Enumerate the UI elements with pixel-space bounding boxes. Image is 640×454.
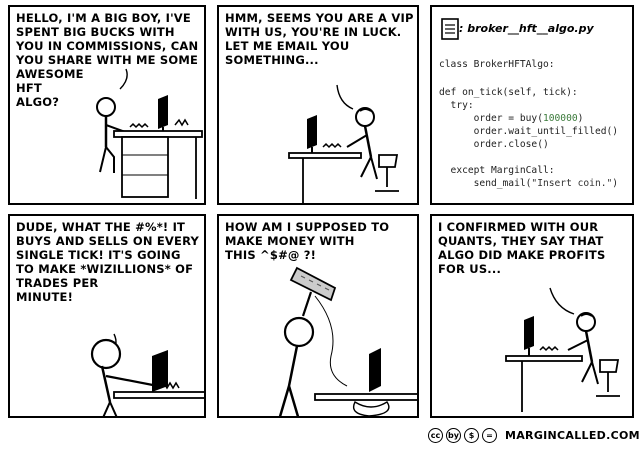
speech-caption: HELLO, I'M A BIG BOY, I'VE SPENT BIG BUC… <box>16 11 199 109</box>
broker-at-desk-illustration <box>505 287 620 412</box>
panel-2: HMM, SEEMS YOU ARE A VIP WITH US, YOU'RE… <box>217 5 419 205</box>
code-line: except MarginCall: <box>439 165 555 176</box>
client-smashing-keyboard-illustration <box>278 266 417 416</box>
panel-3-code: : broker__hft__algo.py class BrokerHFTAl… <box>430 5 634 205</box>
attribution-icon: by <box>446 427 461 443</box>
footer: cc by $ = MARGINCALLED.COM <box>428 426 640 444</box>
angry-client-illustration <box>90 333 204 416</box>
noncommercial-icon: $ <box>464 427 479 443</box>
panel-6: I CONFIRMED WITH OUR QUANTS, THEY SAY TH… <box>430 214 634 418</box>
code-line: try: <box>439 100 474 111</box>
code-text: send_mail( <box>439 178 532 189</box>
site-link[interactable]: MARGINCALLED.COM <box>505 428 640 442</box>
code-string: "Insert coin." <box>531 178 613 189</box>
code-text: ) <box>577 113 584 124</box>
broker-at-computer-illustration <box>288 84 399 203</box>
client-at-desk-illustration <box>96 68 203 199</box>
cc-license-icon: cc <box>428 427 443 443</box>
noderivatives-icon: = <box>482 427 497 443</box>
code-line: order = buy(100000) <box>439 113 584 125</box>
file-name: : broker__hft__algo.py <box>459 22 594 35</box>
panel-5: HOW AM I SUPPOSED TO MAKE MONEY WITH THI… <box>217 214 419 418</box>
speech-caption: I CONFIRMED WITH OUR QUANTS, THEY SAY TH… <box>438 220 606 276</box>
speech-caption: HOW AM I SUPPOSED TO MAKE MONEY WITH THI… <box>225 220 390 262</box>
code-text: order = buy( <box>439 113 543 124</box>
speech-caption: HMM, SEEMS YOU ARE A VIP WITH US, YOU'RE… <box>225 11 414 67</box>
code-line: class BrokerHFTAlgo: <box>439 59 555 70</box>
code-line: def on_tick(self, tick): <box>439 87 578 98</box>
panel-4: DUDE, WHAT THE #%*! IT BUYS AND SELLS ON… <box>8 214 206 418</box>
document-icon <box>441 18 459 40</box>
code-line: send_mail("Insert coin.") <box>439 178 618 190</box>
code-number: 100000 <box>542 113 578 124</box>
panel-1: HELLO, I'M A BIG BOY, I'VE SPENT BIG BUC… <box>8 5 206 205</box>
code-line: order.wait_until_filled() <box>439 126 619 137</box>
code-text: ) <box>612 178 619 189</box>
code-line: order.close() <box>439 139 549 150</box>
speech-caption: DUDE, WHAT THE #%*! IT BUYS AND SELLS ON… <box>16 220 200 304</box>
